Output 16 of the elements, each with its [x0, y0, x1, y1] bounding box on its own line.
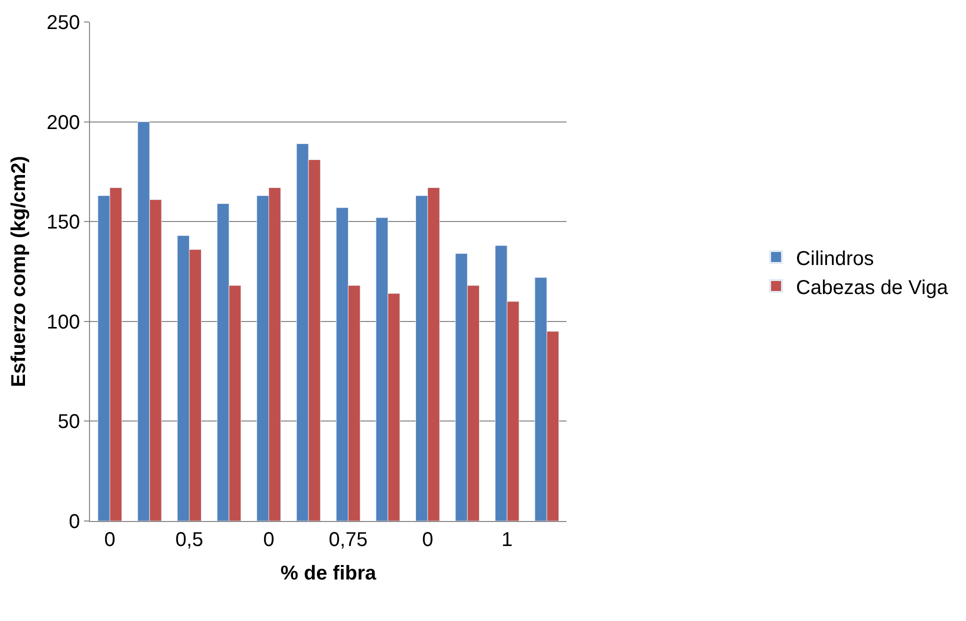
x-tick-label: 1	[502, 529, 513, 551]
x-axis-title: % de fibra	[280, 562, 378, 584]
legend-label: Cilindros	[796, 248, 874, 270]
y-tick-label: 250	[46, 12, 80, 34]
x-tick-label: 0,5	[175, 529, 204, 551]
x-tick-label: 0	[422, 529, 434, 551]
x-tick-label: 0	[263, 529, 274, 551]
y-tick-label: 0	[68, 511, 80, 533]
legend-label: Cabezas de Viga	[796, 276, 949, 299]
y-tick-label: 50	[58, 411, 80, 434]
y-axis-title: Esfuerzo comp (kg/cm2)	[8, 156, 30, 388]
y-tick-label: 150	[46, 212, 80, 234]
x-tick-label: 0	[104, 529, 116, 551]
x-tick-label: 0,75	[328, 529, 368, 551]
y-tick-label: 100	[46, 311, 80, 334]
y-tick-label: 200	[46, 112, 80, 134]
